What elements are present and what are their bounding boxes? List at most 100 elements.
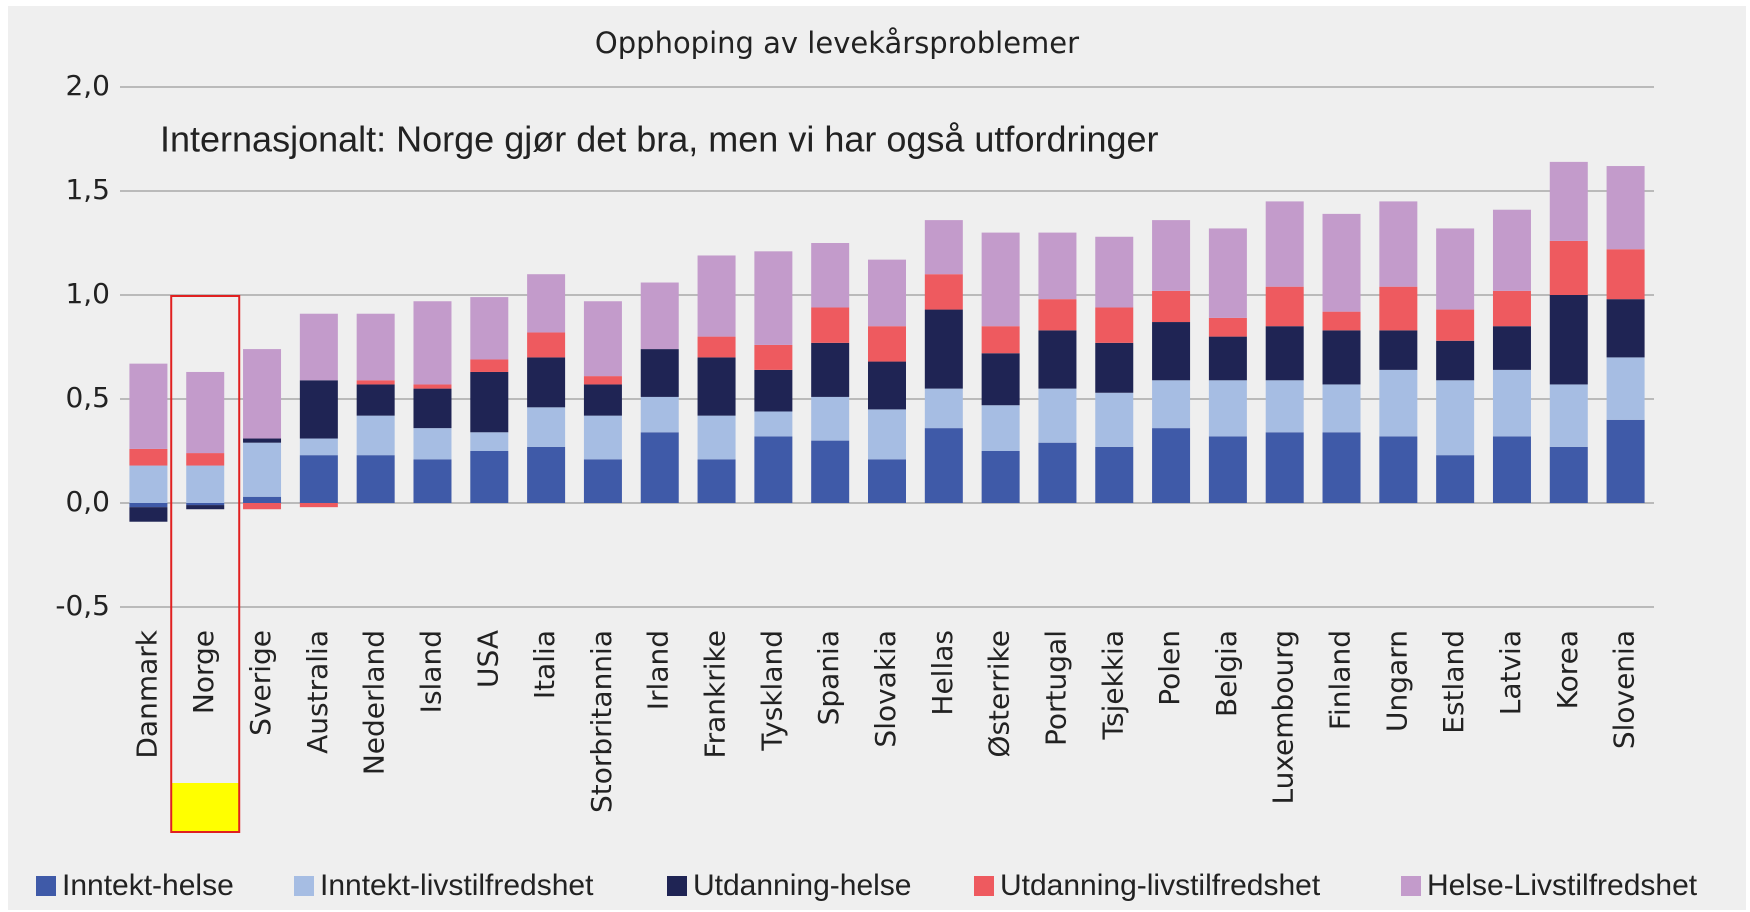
bar-segment — [981, 405, 1020, 451]
bar-segment — [1152, 290, 1191, 323]
bar-segment — [811, 307, 850, 343]
bar-segment — [583, 301, 622, 377]
bar-segment — [243, 496, 282, 503]
bar-segment — [640, 282, 679, 350]
bar-segment — [1549, 161, 1588, 241]
annotation: Internasjonalt: Norge gjør det bra, men … — [160, 119, 1159, 160]
bar-segment — [1606, 299, 1645, 358]
bar-segment — [1038, 232, 1077, 300]
bar-segment — [754, 251, 793, 345]
bar-segment — [186, 371, 225, 454]
bar-segment — [697, 415, 736, 460]
bar-segment — [924, 274, 963, 310]
bar-segment — [129, 503, 168, 508]
bar-segment — [1436, 455, 1475, 503]
bar-segment — [981, 451, 1020, 503]
legend-swatch — [974, 876, 994, 896]
legend-label: Utdanning-helse — [693, 869, 911, 902]
x-tick-label: Tsjekkia — [1096, 630, 1129, 740]
x-tick-label: Irland — [642, 630, 675, 710]
bar-segment — [1265, 326, 1304, 381]
bar-segment — [640, 349, 679, 397]
bar-segment — [1038, 299, 1077, 331]
bar-segment — [1152, 322, 1191, 381]
x-tick-label: Portugal — [1039, 630, 1072, 746]
bar-segment — [356, 380, 395, 385]
x-tick-label: Australia — [301, 630, 334, 754]
bar-segment — [527, 332, 566, 358]
bar-segment — [1436, 309, 1475, 341]
bar-segment — [470, 451, 509, 503]
bar-segment — [1095, 342, 1134, 393]
x-tick-label: Finland — [1324, 630, 1357, 730]
bar-segment — [924, 220, 963, 275]
bar-segment — [1208, 317, 1247, 337]
bar-segment — [924, 428, 963, 503]
x-tick-label: Norge — [187, 630, 220, 714]
bar-segment — [1492, 209, 1531, 291]
bar-segment — [868, 409, 906, 460]
bar-segment — [1549, 240, 1588, 295]
bar-segment — [1606, 419, 1645, 503]
x-tick-label: Ungarn — [1380, 630, 1413, 732]
bar-segment — [640, 396, 679, 433]
bar-segment — [1322, 384, 1361, 433]
bar-segment — [1152, 380, 1191, 429]
bar-segment — [1549, 384, 1588, 447]
legend-label: Helse-Livstilfredshet — [1427, 869, 1698, 902]
bar-segment — [697, 459, 736, 503]
bar-segment — [356, 313, 395, 381]
y-tick-label: 0,5 — [65, 381, 110, 414]
bar-segment — [356, 455, 395, 503]
x-tick-label: Italia — [528, 630, 561, 699]
bar-segment — [527, 357, 566, 408]
x-tick-label: Luxembourg — [1267, 630, 1300, 805]
bar-segment — [1492, 436, 1531, 503]
bar-segment — [299, 380, 338, 439]
x-tick-label: Latvia — [1494, 630, 1527, 715]
bar-segment — [811, 342, 850, 397]
bar-segment — [527, 407, 566, 447]
bar-segment — [186, 465, 225, 503]
x-tick-label: Sverige — [244, 630, 277, 736]
bar-segment — [129, 465, 168, 503]
bar-segment — [754, 436, 793, 503]
bar-segment — [811, 396, 850, 441]
bar-segment — [1379, 286, 1418, 331]
y-tick-label: 0,0 — [65, 485, 110, 518]
legend-swatch — [1401, 876, 1421, 896]
highlight-fill — [171, 783, 240, 832]
bar-segment — [1208, 380, 1247, 437]
bar-segment — [1492, 290, 1531, 327]
bar-segment — [470, 371, 509, 433]
bar-segment — [1379, 330, 1418, 370]
bar-segment — [527, 274, 566, 333]
bar-segment — [413, 428, 452, 460]
bar-segment — [470, 359, 509, 372]
bar-segment — [981, 326, 1020, 354]
legend-label: Inntekt-livstilfredshet — [320, 869, 594, 902]
bar-segment — [299, 313, 338, 381]
bar-segment — [1152, 428, 1191, 503]
bar-segment — [129, 507, 168, 522]
bar-segment — [811, 243, 850, 308]
bar-segment — [868, 361, 906, 410]
x-tick-label: USA — [471, 630, 504, 688]
bar-segment — [1322, 432, 1361, 503]
x-tick-label: Tyskland — [755, 630, 788, 752]
bar-segment — [1549, 295, 1588, 385]
bar-segment — [868, 326, 906, 362]
y-tick-label: -0,5 — [55, 589, 110, 622]
bar-segment — [470, 432, 509, 451]
bar-segment — [1606, 166, 1645, 250]
bar-segment — [924, 388, 963, 429]
y-tick-label: 2,0 — [65, 69, 110, 102]
bar-segment — [1379, 201, 1418, 287]
x-tick-label: Slovakia — [869, 630, 902, 748]
bar-segment — [413, 388, 452, 429]
bar-segment — [1265, 201, 1304, 287]
bar-segment — [413, 384, 452, 389]
bar-segment — [527, 446, 566, 503]
bar-segment — [1208, 336, 1247, 381]
x-tick-label: Østerrike — [983, 630, 1016, 758]
